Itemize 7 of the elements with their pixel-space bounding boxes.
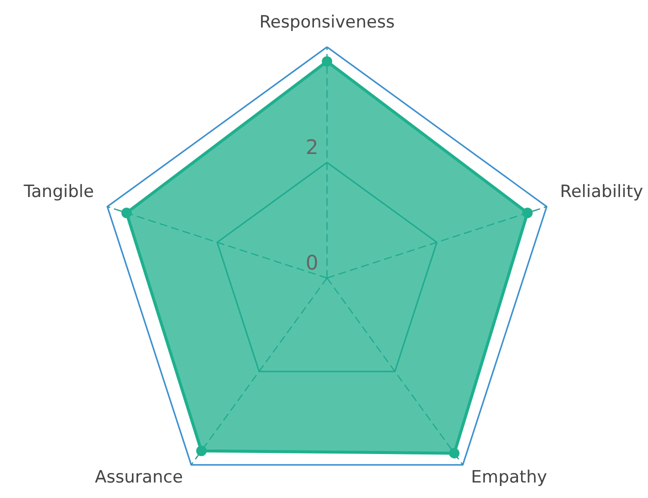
y-tick-label: 2	[306, 135, 318, 160]
spoke-label: Assurance	[94, 468, 183, 488]
spoke-label: Reliability	[560, 182, 644, 202]
spoke-label: Empathy	[471, 468, 548, 488]
y-tick-label: 0	[306, 250, 318, 275]
spoke-label: Tangible	[22, 182, 94, 202]
spoke-label: Responsiveness	[259, 12, 395, 33]
